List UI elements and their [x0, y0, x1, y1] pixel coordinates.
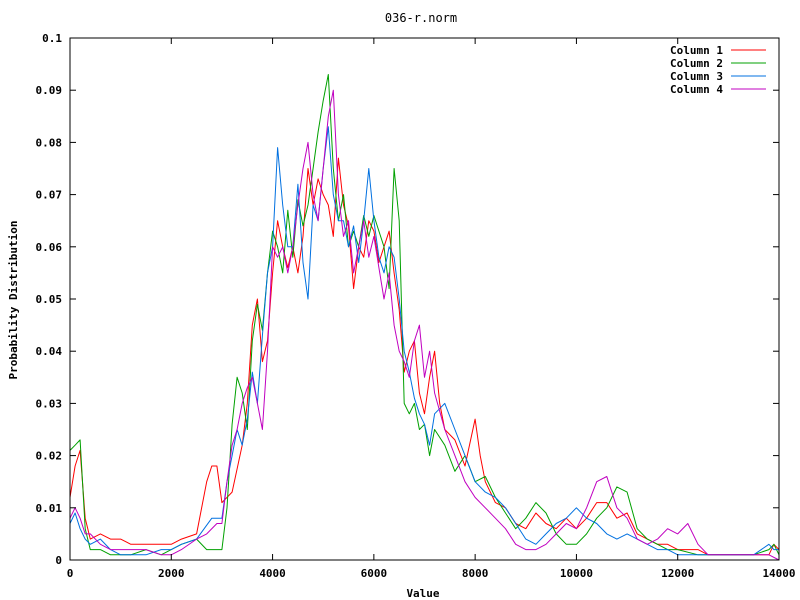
y-tick-label: 0.06 — [36, 241, 63, 254]
y-tick-label: 0.05 — [36, 293, 63, 306]
series-layer — [69, 74, 780, 561]
chart-title: 036-r.norm — [385, 11, 457, 25]
y-tick-label: 0.02 — [36, 450, 63, 463]
x-tick-label: 12000 — [661, 567, 694, 580]
y-tick-label: 0.01 — [36, 502, 63, 515]
y-tick-label: 0.03 — [36, 397, 63, 410]
series-line-column-1 — [69, 157, 780, 556]
x-tick-label: 6000 — [361, 567, 388, 580]
y-tick-label: 0.09 — [36, 84, 63, 97]
series-line-column-2 — [69, 74, 780, 556]
x-tick-label: 4000 — [259, 567, 286, 580]
series-line-column-3 — [69, 126, 779, 556]
y-tick-label: 0.1 — [42, 32, 62, 45]
legend-label: Column 2 — [670, 57, 723, 70]
x-tick-label: 8000 — [462, 567, 489, 580]
plot-area-frame — [69, 37, 780, 561]
ticks-layer: 0 2000 4000 6000 8000 10000 12000 14000 0 0.01 0.0… — [36, 32, 796, 580]
x-tick-label: 2000 — [158, 567, 185, 580]
x-axis-label: Value — [406, 587, 439, 600]
series-line-column-4 — [69, 89, 780, 561]
legend-label: Column 4 — [670, 83, 723, 96]
y-tick-label: 0 — [55, 554, 62, 567]
x-tick-label: 14000 — [762, 567, 795, 580]
y-tick-label: 0.08 — [36, 136, 63, 149]
legend-label: Column 1 — [670, 44, 723, 57]
y-axis-label: Probability Distribution — [7, 221, 20, 380]
legend-label: Column 3 — [670, 70, 723, 83]
x-tick-label: 0 — [67, 567, 74, 580]
y-tick-label: 0.04 — [36, 345, 63, 358]
y-tick-label: 0.07 — [36, 189, 63, 202]
x-tick-label: 10000 — [560, 567, 593, 580]
